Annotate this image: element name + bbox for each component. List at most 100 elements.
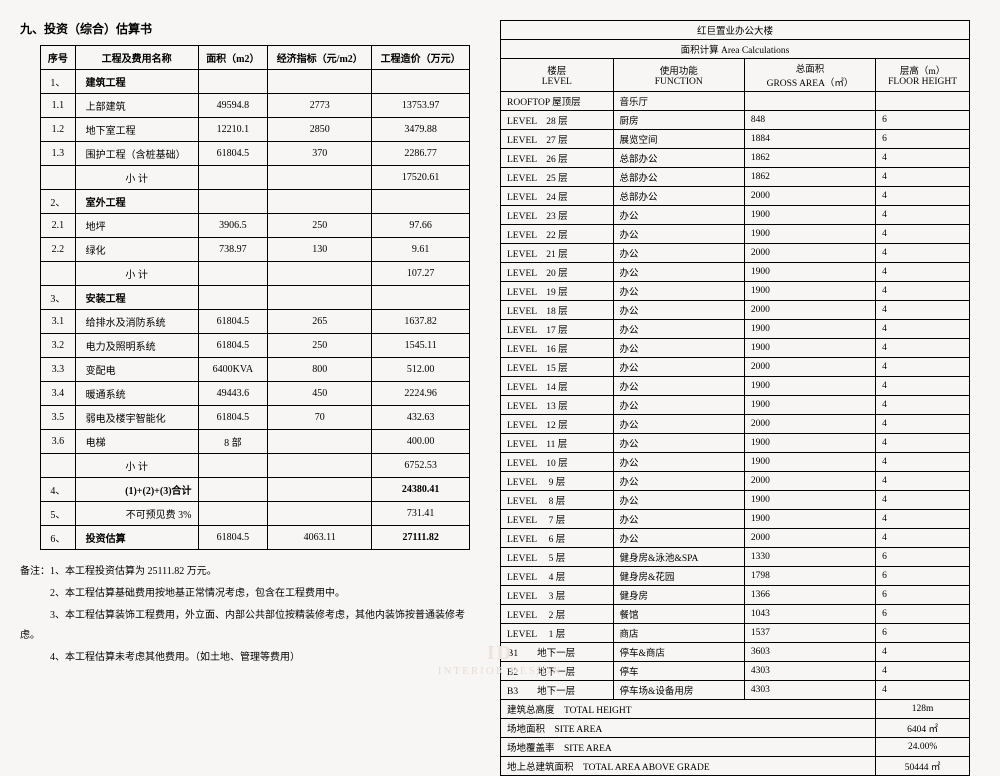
- table-cell: LEVEL 28 层: [501, 111, 614, 130]
- table-cell: 办公: [613, 206, 744, 225]
- table-cell: 1900: [744, 225, 875, 244]
- table-cell: 3479.88: [372, 118, 470, 142]
- table-cell: 1900: [744, 491, 875, 510]
- table-cell: [41, 454, 76, 478]
- table-cell: 4: [876, 472, 970, 491]
- table-cell: 1537: [744, 624, 875, 643]
- table-row: LEVEL 9 层办公20004: [501, 472, 970, 491]
- notes: 备注：1、本工程投资估算为 25111.82 万元。 2、本工程估算基础费用按地…: [20, 562, 470, 668]
- table-cell: 办公: [613, 472, 744, 491]
- table-cell: 办公: [613, 396, 744, 415]
- table-cell: LEVEL 14 层: [501, 377, 614, 396]
- table-cell: 办公: [613, 415, 744, 434]
- table-cell: 3.2: [41, 334, 76, 358]
- table-cell: 2、: [41, 190, 76, 214]
- table-cell: [268, 70, 372, 94]
- table-cell: 17520.61: [372, 166, 470, 190]
- table-cell: 1900: [744, 339, 875, 358]
- table-cell: 办公: [613, 301, 744, 320]
- table-row: 3.3变配电6400KVA800512.00: [41, 358, 470, 382]
- table-cell: 4: [876, 149, 970, 168]
- table-cell: 6: [876, 130, 970, 149]
- table-cell: 4: [876, 662, 970, 681]
- table-cell: 4: [876, 434, 970, 453]
- table-cell: 办公: [613, 320, 744, 339]
- table-cell: 办公: [613, 244, 744, 263]
- table-cell: 1330: [744, 548, 875, 567]
- table-cell: 1900: [744, 453, 875, 472]
- table-cell: 2.1: [41, 214, 76, 238]
- note-line: 4、本工程估算未考虑其他费用。（如土地、管理等费用）: [20, 648, 470, 668]
- table-cell: 音乐厅: [613, 92, 744, 111]
- table-cell: LEVEL 4 层: [501, 567, 614, 586]
- table-cell: 1366: [744, 586, 875, 605]
- table-cell: 4: [876, 168, 970, 187]
- table-cell: 61804.5: [198, 334, 268, 358]
- table-cell: LEVEL 7 层: [501, 510, 614, 529]
- table-row: 2.2绿化738.971309.61: [41, 238, 470, 262]
- summary-row: 场地面积 SITE AREA6404 ㎡: [501, 719, 970, 738]
- table-cell: 4: [876, 320, 970, 339]
- table-cell: 1862: [744, 149, 875, 168]
- table-cell: 1900: [744, 434, 875, 453]
- table-cell: 2850: [268, 118, 372, 142]
- table-cell: [372, 286, 470, 310]
- table-cell: 3.3: [41, 358, 76, 382]
- table-cell: 办公: [613, 225, 744, 244]
- table-cell: 3.6: [41, 430, 76, 454]
- table-cell: LEVEL 1 层: [501, 624, 614, 643]
- table-cell: 1043: [744, 605, 875, 624]
- table-cell: 5、: [41, 502, 76, 526]
- table-cell: 3.1: [41, 310, 76, 334]
- investment-table: 序号工程及费用名称面积（m2）经济指标（元/m2）工程造价（万元） 1、建筑工程…: [40, 45, 470, 550]
- table-row: LEVEL 21 层办公20004: [501, 244, 970, 263]
- summary-value: 128m: [876, 700, 970, 719]
- table-row: 3、安装工程: [41, 286, 470, 310]
- table-cell: 4: [876, 263, 970, 282]
- invest-header: 工程造价（万元）: [372, 46, 470, 70]
- table-cell: 绿化: [75, 238, 198, 262]
- table-cell: LEVEL 24 层: [501, 187, 614, 206]
- table-row: LEVEL 5 层健身房&泳池&SPA13306: [501, 548, 970, 567]
- table-cell: 1.2: [41, 118, 76, 142]
- area-header: 总面积GROSS AREA（㎡）: [744, 59, 875, 92]
- table-cell: LEVEL 17 层: [501, 320, 614, 339]
- table-cell: 4: [876, 187, 970, 206]
- table-row: LEVEL 6 层办公20004: [501, 529, 970, 548]
- table-cell: 办公: [613, 453, 744, 472]
- table-cell: 暖通系统: [75, 382, 198, 406]
- table-cell: 97.66: [372, 214, 470, 238]
- table-cell: 健身房&花园: [613, 567, 744, 586]
- table-row: LEVEL 18 层办公20004: [501, 301, 970, 320]
- table-cell: B1 地下一层: [501, 643, 614, 662]
- table-cell: 电力及照明系统: [75, 334, 198, 358]
- summary-label: 场地覆盖率 SITE AREA: [501, 738, 876, 757]
- table-cell: 停车: [613, 662, 744, 681]
- table-cell: 4: [876, 396, 970, 415]
- table-cell: LEVEL 27 层: [501, 130, 614, 149]
- table-cell: 6752.53: [372, 454, 470, 478]
- table-cell: 1798: [744, 567, 875, 586]
- table-cell: [41, 166, 76, 190]
- table-cell: 4: [876, 643, 970, 662]
- table-cell: 2000: [744, 358, 875, 377]
- summary-row: 场地覆盖率 SITE AREA24.00%: [501, 738, 970, 757]
- table-cell: 1900: [744, 263, 875, 282]
- table-cell: 6: [876, 548, 970, 567]
- table-cell: 3906.5: [198, 214, 268, 238]
- table-cell: 建筑工程: [75, 70, 198, 94]
- table-cell: 厨房: [613, 111, 744, 130]
- summary-row: 建筑总高度 TOTAL HEIGHT128m: [501, 700, 970, 719]
- table-row: B2 地下一层停车43034: [501, 662, 970, 681]
- table-row: LEVEL 19 层办公19004: [501, 282, 970, 301]
- table-cell: 展览空间: [613, 130, 744, 149]
- table-row: LEVEL 12 层办公20004: [501, 415, 970, 434]
- table-cell: 1900: [744, 282, 875, 301]
- table-cell: 给排水及消防系统: [75, 310, 198, 334]
- table-cell: 61804.5: [198, 310, 268, 334]
- table-cell: [198, 502, 268, 526]
- area-header: 使用功能FUNCTION: [613, 59, 744, 92]
- summary-label: 场地面积 SITE AREA: [501, 719, 876, 738]
- table-row: 2、室外工程: [41, 190, 470, 214]
- table-cell: 健身房&泳池&SPA: [613, 548, 744, 567]
